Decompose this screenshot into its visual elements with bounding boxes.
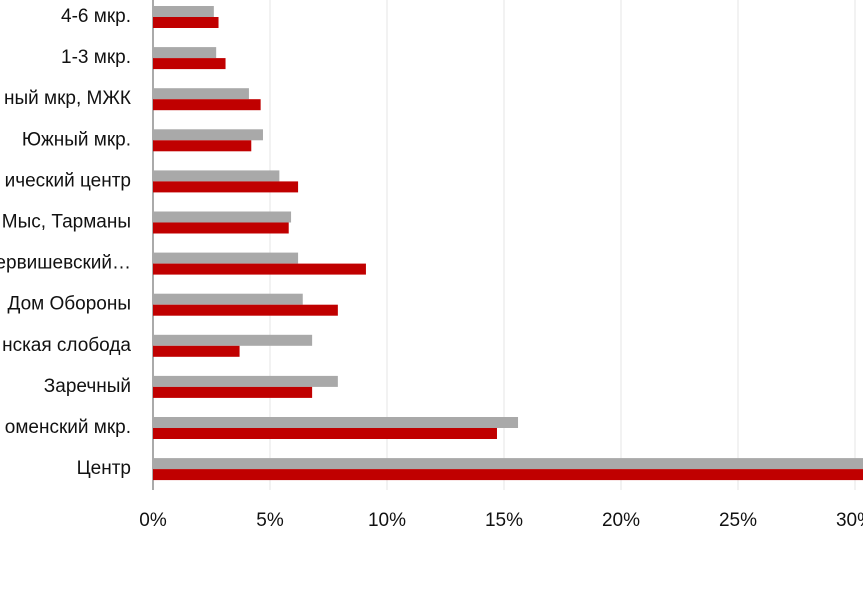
bar (153, 375, 338, 387)
bar (153, 304, 338, 316)
y-tick-label: Заречный (44, 376, 131, 397)
y-tick-label: оменский мкр. (5, 417, 131, 438)
bar (153, 17, 219, 28)
y-tick-label: ный мкр, МЖК (4, 88, 131, 109)
bar (153, 170, 280, 182)
y-tick-label: Центр (77, 458, 131, 479)
y-tick-label: 4-6 мкр. (61, 6, 131, 27)
y-tick-label: Червишевский… (0, 253, 131, 274)
x-tick-label: 20% (602, 510, 640, 531)
x-tick-label: 10% (368, 510, 406, 531)
bar (153, 58, 226, 70)
y-tick-label: Дом Обороны (8, 294, 132, 315)
bar (153, 129, 263, 141)
y-tick-label: Мыс, Тарманы (2, 212, 131, 233)
y-tick-label: 1-3 мкр. (61, 47, 131, 68)
bar (153, 99, 261, 111)
bar (153, 428, 497, 439)
y-tick-label: нская слобода (2, 335, 131, 356)
bar (153, 181, 299, 193)
bar (153, 6, 214, 17)
x-tick-label: 15% (485, 510, 523, 531)
y-tick-label: Южный мкр. (22, 129, 131, 150)
bar (153, 417, 519, 428)
y-tick-label: ический центр (5, 170, 131, 191)
bar (153, 252, 299, 264)
bar (153, 263, 366, 275)
bar (153, 345, 240, 357)
bar (153, 88, 249, 100)
bar (153, 222, 289, 234)
x-tick-label: 30% (836, 510, 863, 531)
bar (153, 386, 313, 398)
bar (153, 334, 313, 346)
bar (153, 140, 252, 152)
x-tick-label: 0% (139, 510, 167, 531)
bar (153, 458, 863, 470)
x-tick-label: 5% (256, 510, 284, 531)
bar (153, 469, 863, 481)
x-tick-label: 25% (719, 510, 757, 531)
bar (153, 47, 217, 59)
bar (153, 293, 303, 305)
bar (153, 211, 292, 223)
